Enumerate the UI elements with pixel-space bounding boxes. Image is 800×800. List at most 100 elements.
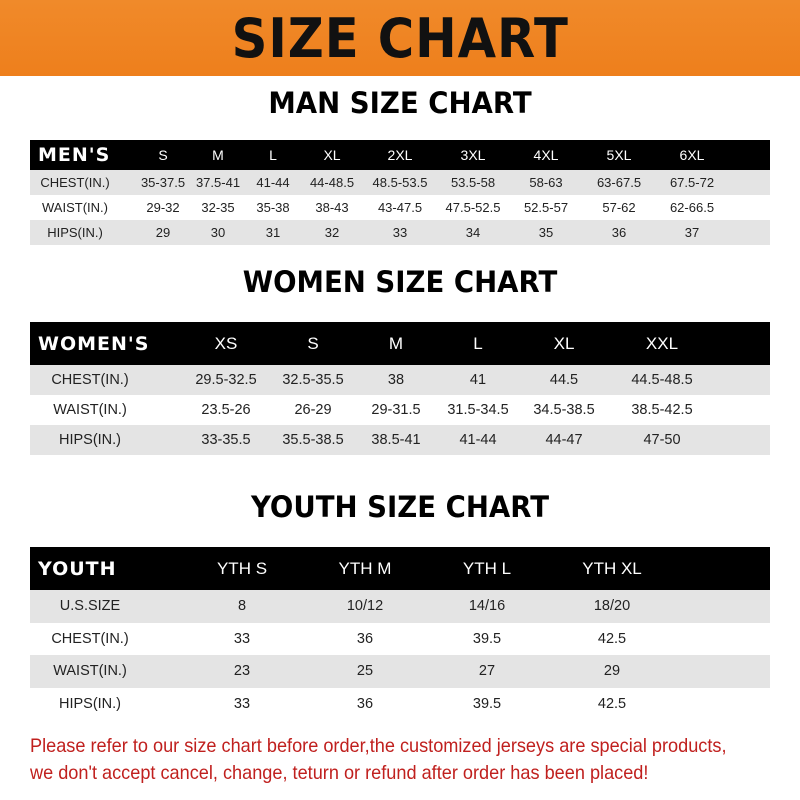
table-cell: 33 xyxy=(233,695,251,712)
table-cell: 26-29 xyxy=(294,402,332,418)
table-cell: 52.5-57 xyxy=(523,200,569,215)
table-cell: 31 xyxy=(265,225,281,240)
size-header-cell: YTH XL xyxy=(582,558,642,578)
size-header-cell: 3XL xyxy=(460,147,486,163)
table-row: CHEST(IN.) 33 36 39.5 42.5 xyxy=(30,622,770,655)
table-cell: 32 xyxy=(324,225,340,240)
table-cell: 34.5-38.5 xyxy=(533,402,595,418)
table-cell: 67.5-72 xyxy=(669,175,715,190)
table-row: HIPS(IN.) 33 36 39.5 42.5 xyxy=(30,687,770,720)
title-banner: SIZE CHART xyxy=(0,0,800,76)
women-size-table: WOMEN'S XS S M L XL XXL CHEST(IN.) 29.5-32.5 32.5… xyxy=(30,322,770,455)
table-cell: 29-31.5 xyxy=(371,402,421,418)
measurement-label: CHEST(IN.) xyxy=(51,630,129,647)
table-cell: 32-35 xyxy=(201,200,235,215)
table-cell: 53.5-58 xyxy=(450,175,496,190)
men-size-table: MEN'S S M L XL 2XL 3XL 4XL 5XL 6XL CHEST(IN.) 35-37… xyxy=(30,140,770,245)
table-cell: 43-47.5 xyxy=(377,200,423,215)
measurement-label: CHEST(IN.) xyxy=(51,372,129,388)
notice-line-2: we don't accept cancel, change, teturn o… xyxy=(30,762,649,784)
table-cell: 41-44 xyxy=(256,175,290,190)
table-cell: 29 xyxy=(603,663,621,680)
measurement-label: WAIST(IN.) xyxy=(53,663,127,680)
table-cell: 8 xyxy=(237,598,247,615)
size-header-cell: XS xyxy=(214,333,238,353)
measurement-label: CHEST(IN.) xyxy=(40,175,110,190)
measurement-label: WAIST(IN.) xyxy=(42,200,108,215)
size-header-cell: 6XL xyxy=(679,147,705,163)
table-cell: 41-44 xyxy=(459,432,497,448)
table-cell: 18/20 xyxy=(593,598,631,615)
size-header-cell: YTH L xyxy=(462,558,512,578)
table-cell: 30 xyxy=(210,225,226,240)
women-section-title: WOMEN SIZE CHART xyxy=(242,265,558,299)
table-cell: 29 xyxy=(155,225,171,240)
table-cell: 47-50 xyxy=(643,432,681,448)
table-row: CHEST(IN.) 29.5-32.5 32.5-35.5 38 41 44.5 44.5… xyxy=(30,365,770,395)
size-header-cell: XL xyxy=(323,147,341,163)
size-header-cell: M xyxy=(388,333,404,353)
table-cell: 36 xyxy=(356,630,374,647)
table-cell: 39.5 xyxy=(472,630,502,647)
table-row: WAIST(IN.) 23.5-26 26-29 29-31.5 31.5-34.5 34… xyxy=(30,395,770,425)
measurement-label: U.S.SIZE xyxy=(59,598,121,615)
youth-section-title: YOUTH SIZE CHART xyxy=(250,490,550,524)
table-cell: 48.5-53.5 xyxy=(372,175,428,190)
size-header-cell: S xyxy=(158,147,168,163)
table-cell: 35-37.5 xyxy=(140,175,186,190)
order-notice: Please refer to our size chart before or… xyxy=(30,733,737,787)
table-cell: 38.5-41 xyxy=(371,432,421,448)
table-title-cell: WOMEN'S xyxy=(38,332,150,355)
table-cell: 34 xyxy=(465,225,481,240)
table-cell: 35-38 xyxy=(256,200,290,215)
size-header-cell: S xyxy=(307,333,319,353)
size-header-cell: YTH M xyxy=(338,558,392,578)
size-header-cell: L xyxy=(473,333,483,353)
table-cell: 23.5-26 xyxy=(201,402,251,418)
table-cell: 44.5-48.5 xyxy=(631,372,693,388)
table-cell: 29-32 xyxy=(146,200,180,215)
size-header-cell: YTH S xyxy=(216,558,268,578)
table-cell: 29.5-32.5 xyxy=(195,372,257,388)
table-cell: 10/12 xyxy=(346,598,384,615)
table-cell: 33 xyxy=(392,225,408,240)
table-cell: 36 xyxy=(356,695,374,712)
size-header-cell: M xyxy=(212,147,224,163)
table-cell: 32.5-35.5 xyxy=(282,372,344,388)
table-cell: 35.5-38.5 xyxy=(282,432,344,448)
table-cell: 47.5-52.5 xyxy=(445,200,501,215)
table-cell: 44-47 xyxy=(545,432,583,448)
table-cell: 25 xyxy=(356,663,374,680)
men-header-row: MEN'S S M L XL 2XL 3XL 4XL 5XL 6XL xyxy=(30,140,770,170)
table-row: WAIST(IN.) 29-32 32-35 35-38 38-43 43-47.5 47.… xyxy=(30,195,770,220)
table-cell: 33-35.5 xyxy=(201,432,251,448)
table-cell: 44-48.5 xyxy=(309,175,355,190)
table-cell: 63-67.5 xyxy=(596,175,642,190)
size-header-cell: 4XL xyxy=(533,147,559,163)
table-title-cell: MEN'S xyxy=(38,144,111,166)
table-cell: 62-66.5 xyxy=(669,200,715,215)
table-cell: 33 xyxy=(233,630,251,647)
size-header-cell: L xyxy=(269,147,277,163)
table-row: CHEST(IN.) 35-37.5 37.5-41 41-44 44-48.5 48.5… xyxy=(30,170,770,195)
size-header-cell: XXL xyxy=(645,333,679,353)
measurement-label: WAIST(IN.) xyxy=(53,402,127,418)
men-section-title: MAN SIZE CHART xyxy=(268,86,532,120)
table-cell: 37 xyxy=(684,225,700,240)
measurement-label: HIPS(IN.) xyxy=(58,695,122,712)
table-cell: 35 xyxy=(538,225,554,240)
table-cell: 44.5 xyxy=(549,372,579,388)
women-header-row: WOMEN'S XS S M L XL XXL xyxy=(30,322,770,365)
size-header-cell: 5XL xyxy=(606,147,632,163)
table-cell: 27 xyxy=(478,663,496,680)
table-row: HIPS(IN.) 33-35.5 35.5-38.5 38.5-41 41-44 44-… xyxy=(30,425,770,455)
table-cell: 39.5 xyxy=(472,695,502,712)
table-cell: 57-62 xyxy=(602,200,636,215)
table-row: WAIST(IN.) 23 25 27 29 xyxy=(30,655,770,688)
table-cell: 37.5-41 xyxy=(195,175,241,190)
measurement-label: HIPS(IN.) xyxy=(58,432,122,448)
notice-line-1: Please refer to our size chart before or… xyxy=(30,735,727,757)
size-header-cell: XL xyxy=(553,333,575,353)
table-cell: 41 xyxy=(469,372,487,388)
table-cell: 58-63 xyxy=(529,175,563,190)
